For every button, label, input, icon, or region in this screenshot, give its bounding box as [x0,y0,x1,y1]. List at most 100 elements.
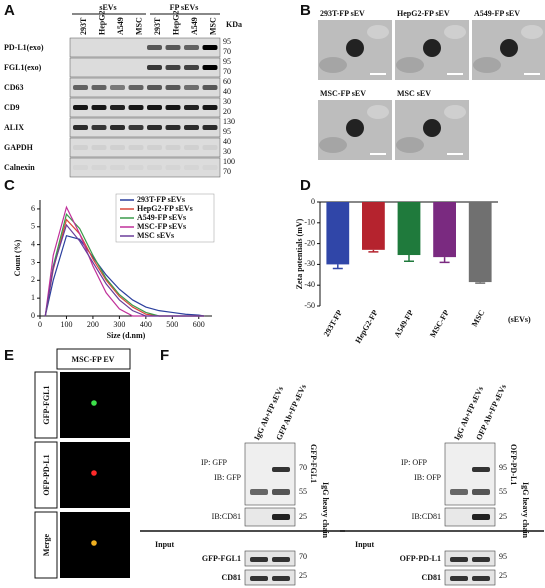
tem-blob [367,25,389,39]
y-tick-label: -20 [304,238,315,247]
vesicle [423,119,441,137]
row-label: Calnexin [4,163,35,172]
panel-letter: A [4,2,15,19]
tem-blob [367,105,389,119]
image-header: MSC-FP EV [72,355,115,364]
blot-band [110,165,125,170]
blot-band [472,489,490,495]
blot-band [110,125,125,130]
y-tick-label: 0 [311,197,315,206]
blot-band [165,65,181,70]
lane-label: 293T [79,17,88,35]
input-label: Input [155,540,174,549]
marker-label: 25 [299,571,307,580]
panel-letter: F [160,347,169,364]
tem-blob [444,25,466,39]
y-axis-label: Count (%) [13,239,22,276]
blot-band [73,125,88,130]
y-tick-label: 3 [31,257,35,266]
blot-band [92,45,107,50]
blot [69,37,221,58]
marker-label: 40 [223,87,231,96]
y-tick-label: 6 [31,204,35,213]
image-label: HepG2-FP sEV [397,9,450,18]
x-axis-label: (sEVs) [508,315,531,324]
blot-band [147,45,162,50]
blot [69,97,221,118]
blot [69,117,221,138]
legend-label: MSC sEVs [137,231,174,240]
blot-band [73,65,88,70]
unit-label: KDa [226,20,242,29]
tem-blob [396,137,424,153]
target-label: GFP-FGL1 [309,444,318,483]
blot-band [110,45,125,50]
blot-band [202,65,218,70]
blot-band [472,514,490,520]
blot-band [272,557,290,562]
input-row-label: CD81 [421,573,441,582]
ib-label: IB:CD81 [212,512,241,521]
group-label: sEVs [99,3,116,12]
blot-band [147,85,162,90]
y-tick-label: 5 [31,222,35,231]
blot [444,569,496,586]
bar [362,202,385,250]
tem-blob [473,57,501,73]
ib-label: IB: OFP [414,473,441,482]
x-tick-label: 200 [87,320,99,329]
marker-label: 70 [223,47,231,56]
marker-label: 40 [223,137,231,146]
row-label: CD9 [4,103,20,112]
fluorescent-spot [91,470,97,476]
bar [326,202,350,265]
legend-label: A549-FP sEVs [137,213,186,222]
marker-label: 25 [499,512,507,521]
row-label-box [34,441,58,509]
row-label: Merge [42,533,51,556]
blot-band [202,125,218,130]
x-tick-label: 300 [113,320,125,329]
marker-label: 70 [223,67,231,76]
marker-label: 70 [299,463,307,472]
y-tick-label: 1 [31,293,35,302]
marker-label: 70 [223,167,231,176]
blot-band [91,145,107,150]
blot-band [147,125,162,130]
bar [397,202,421,256]
x-tick-label: 0 [38,320,42,329]
row-label-box [34,511,58,579]
blot-band [184,165,199,170]
group-label: FP sEVs [170,3,199,12]
blot-band [202,85,218,90]
marker-label: 95 [499,463,507,472]
vesicle [500,39,518,57]
row-label: GAPDH [4,143,34,152]
blot-band [184,65,199,70]
tem-blob [521,25,543,39]
image-label: 293T-FP sEV [320,9,365,18]
blot [69,57,221,78]
marker-label: 25 [499,571,507,580]
vesicle [423,39,441,57]
tem-blob [319,137,347,153]
blot-band [110,85,125,90]
blot-band [147,145,162,150]
bar [433,202,456,258]
blot-band [184,45,199,50]
blot-band [91,125,107,130]
blot-band [92,65,107,70]
y-tick-label: 0 [31,311,35,320]
blot [244,550,296,567]
blot-band [91,85,107,90]
error-bar [475,282,486,284]
lane-label: MSC [208,17,217,35]
marker-label: 55 [499,487,507,496]
blot-band [110,145,125,150]
blot-band [472,576,490,581]
blot-band [129,65,144,70]
blot-band [184,85,199,90]
blot-band [202,145,218,150]
x-tick-label: 400 [140,320,152,329]
blot-band [202,105,218,110]
